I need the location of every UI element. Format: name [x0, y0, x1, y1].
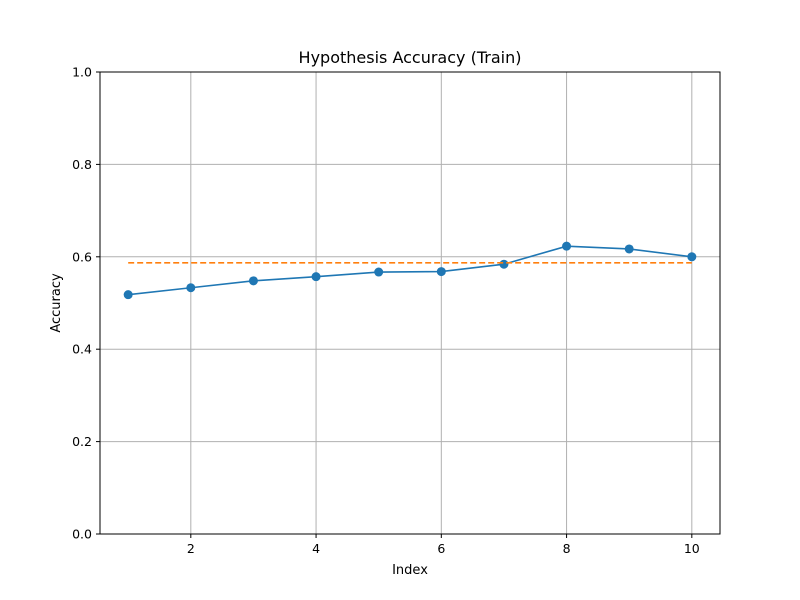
- accuracy-data-point: [374, 267, 384, 277]
- x-axis-label: Index: [392, 563, 428, 578]
- x-tick-label: 6: [437, 541, 445, 556]
- x-tick-label: 4: [312, 541, 320, 556]
- y-axis-label: Accuracy: [49, 273, 64, 333]
- x-tick-label: 10: [684, 541, 700, 556]
- y-tick-label: 0.4: [72, 342, 92, 357]
- accuracy-data-point: [186, 283, 196, 293]
- y-tick-label: 0.6: [72, 249, 92, 264]
- accuracy-data-point: [123, 290, 133, 300]
- chart-title: Hypothesis Accuracy (Train): [299, 48, 522, 67]
- accuracy-data-point: [624, 244, 634, 254]
- accuracy-series-line: [128, 245, 692, 296]
- y-tick-label: 0.0: [72, 527, 92, 542]
- accuracy-data-point: [311, 272, 321, 282]
- accuracy-data-point: [248, 276, 258, 286]
- series: [123, 241, 697, 300]
- accuracy-data-point: [562, 241, 572, 251]
- plot-frame: [99, 71, 721, 535]
- y-tick-label: 0.2: [72, 434, 92, 449]
- accuracy-data-point: [687, 252, 697, 262]
- y-tick-label: 1.0: [72, 65, 92, 80]
- ticks: 2 4 6 8 10 0.0 0.2 0.4 0.6 0.8 1.0: [72, 65, 700, 557]
- accuracy-data-point: [436, 267, 446, 277]
- y-tick-label: 0.8: [72, 157, 92, 172]
- x-tick-label: 2: [187, 541, 195, 556]
- x-tick-label: 8: [563, 541, 571, 556]
- accuracy-data-point: [499, 259, 509, 269]
